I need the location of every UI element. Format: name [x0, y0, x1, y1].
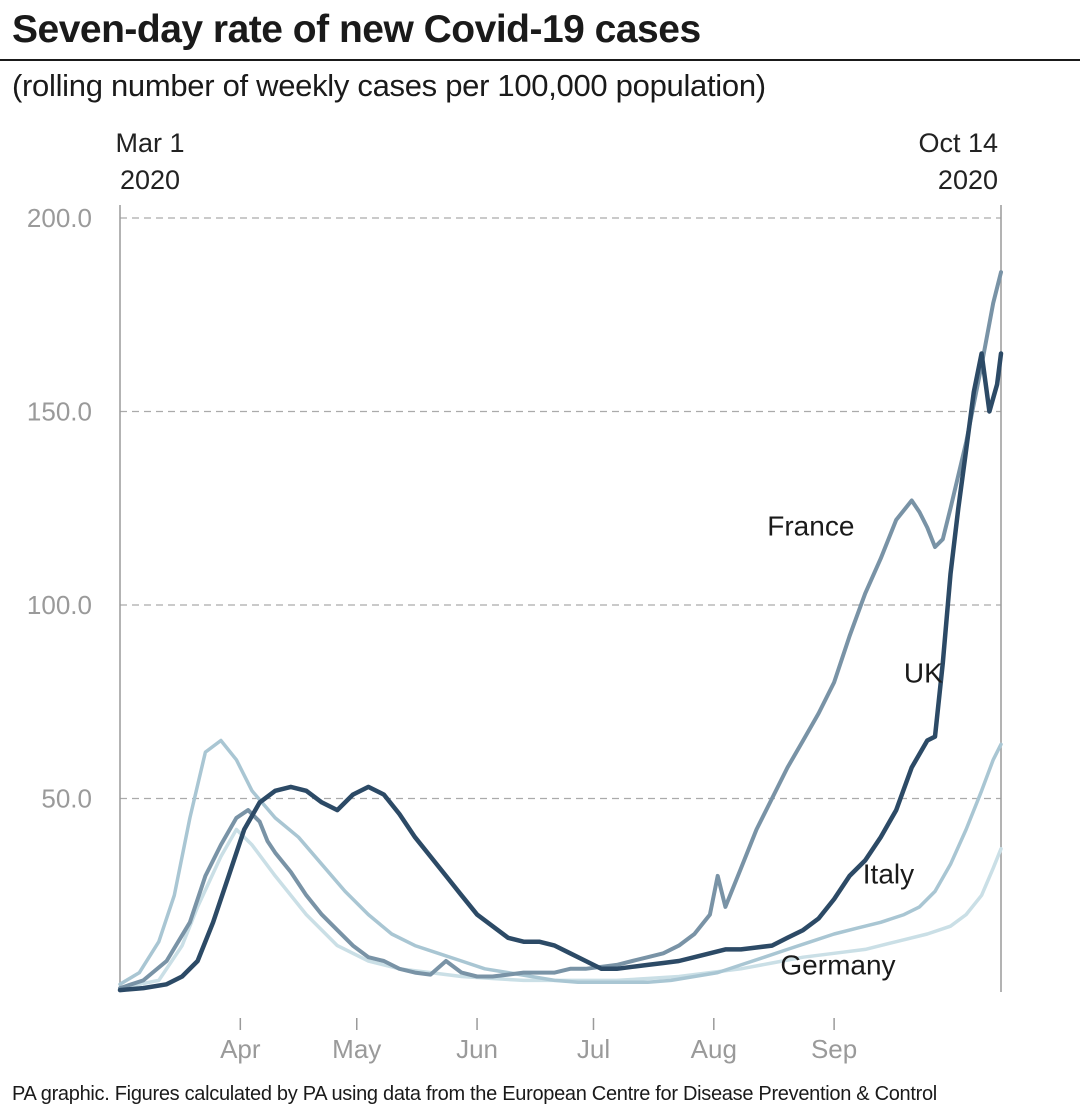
x-tick-label: Apr	[220, 1034, 261, 1064]
start-date-line1: Mar 1	[115, 128, 184, 158]
start-date-line2: 2020	[120, 165, 180, 195]
x-tick-label: Sep	[811, 1034, 857, 1064]
series-line-france	[118, 270, 1003, 991]
y-tick-label: 150.0	[27, 397, 92, 427]
end-date-line1: Oct 14	[918, 128, 998, 158]
series-label-uk: UK	[904, 657, 943, 688]
series-lines	[117, 270, 1004, 993]
chart-title: Seven-day rate of new Covid-19 cases	[12, 8, 701, 51]
title-rule	[0, 59, 1080, 61]
series-label-germany: Germany	[780, 950, 895, 981]
y-tick-label: 200.0	[27, 203, 92, 233]
y-tick-label: 100.0	[27, 590, 92, 620]
series-label-italy: Italy	[863, 859, 914, 890]
x-tick-label: Jul	[577, 1034, 610, 1064]
series-label-france: France	[767, 510, 854, 541]
y-tick-labels: 200.0 150.0 100.0 50.0	[27, 203, 92, 814]
chart-subtitle: (rolling number of weekly cases per 100,…	[12, 68, 766, 103]
x-tick-labels: Apr May Jun Jul Aug Sep	[220, 1018, 857, 1064]
x-tick-label: Jun	[456, 1034, 498, 1064]
series-line-uk	[117, 351, 1004, 993]
series-labels: Germany Italy France UK	[767, 510, 943, 980]
series-line-italy	[118, 738, 1003, 987]
y-tick-label: 50.0	[41, 784, 92, 814]
x-tick-label: Aug	[691, 1034, 737, 1064]
x-tick-label: May	[332, 1034, 381, 1064]
gridlines	[120, 217, 1001, 800]
source-note: PA graphic. Figures calculated by PA usi…	[12, 1083, 937, 1105]
end-date-line2: 2020	[938, 165, 998, 195]
